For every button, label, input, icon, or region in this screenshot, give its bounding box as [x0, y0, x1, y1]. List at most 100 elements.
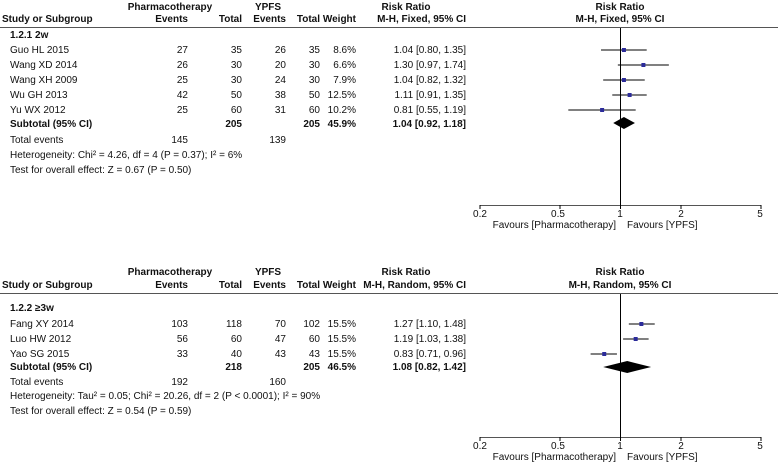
plot-title: Risk Ratio: [595, 267, 645, 278]
plot-title: Risk Ratio: [595, 2, 645, 13]
x-tick-label: 0.2: [473, 209, 487, 220]
total-events-label: Total events: [10, 377, 64, 388]
total-events-2: 139: [269, 135, 286, 146]
ci-text: 1.11 [0.91, 1.35]: [394, 90, 466, 101]
ci-text: 1.19 [1.03, 1.38]: [393, 334, 466, 345]
plot-method: M-H, Random, 95% CI: [568, 280, 672, 291]
total-events-1: 192: [171, 377, 188, 388]
weight: 12.5%: [327, 90, 356, 101]
ci-text: 1.30 [0.97, 1.74]: [393, 60, 466, 71]
total2: 43: [308, 349, 320, 360]
events1: 26: [176, 60, 188, 71]
point-estimate-marker: [621, 48, 626, 52]
events1: 25: [176, 105, 188, 116]
weight-header: Weight: [322, 14, 356, 25]
total2-header: Total: [296, 280, 320, 291]
group1-header: Pharmacotherapy: [127, 267, 213, 278]
total-events-1: 145: [171, 135, 188, 146]
study-header: Study or Subgroup: [2, 14, 93, 25]
point-estimate-marker: [602, 352, 607, 356]
total1: 30: [230, 60, 242, 71]
events1: 42: [176, 90, 188, 101]
total1: 118: [226, 319, 242, 330]
total1: 40: [230, 349, 242, 360]
group1-header: Pharmacotherapy: [127, 2, 213, 13]
subtotal-ci-text: 1.04 [0.92, 1.18]: [392, 119, 466, 130]
total-events-2: 160: [269, 377, 286, 388]
subtotal-total2: 205: [303, 119, 320, 130]
x-tick-label: 2: [678, 209, 684, 220]
effect-title: Risk Ratio: [381, 2, 431, 13]
total1-header: Total: [218, 280, 242, 291]
study-name: Wu GH 2013: [10, 90, 68, 101]
subtotal-ci-text: 1.08 [0.82, 1.42]: [392, 362, 466, 373]
subgroup-label: 1.2.2 ≥3w: [10, 303, 54, 314]
study-name: Fang XY 2014: [10, 319, 74, 330]
events1-header: Events: [155, 280, 188, 291]
total1: 30: [230, 75, 242, 86]
total2: 30: [308, 75, 320, 86]
effect-method: M-H, Random, 95% CI: [363, 280, 466, 291]
total2-header: Total: [296, 14, 320, 25]
weight: 10.2%: [327, 105, 356, 116]
x-tick-label: 5: [757, 209, 763, 220]
events1: 103: [171, 319, 188, 330]
events1: 25: [176, 75, 188, 86]
total1: 35: [230, 45, 242, 56]
events1: 33: [176, 349, 188, 360]
events2: 38: [274, 90, 286, 101]
events2: 43: [274, 349, 286, 360]
events1: 56: [176, 334, 188, 345]
subtotal-total2: 205: [303, 362, 320, 373]
favours-right: Favours [YPFS]: [627, 220, 698, 231]
weight-header: Weight: [322, 280, 356, 291]
favours-left: Favours [Pharmacotherapy]: [492, 452, 616, 463]
total-events-label: Total events: [10, 135, 64, 146]
overall-effect: Test for overall effect: Z = 0.54 (P = 0…: [10, 406, 192, 417]
ci-text: 0.81 [0.55, 1.19]: [393, 105, 466, 116]
events2-header: Events: [253, 14, 286, 25]
x-tick-label: 0.5: [551, 441, 565, 452]
total2: 60: [308, 105, 320, 116]
weight: 15.5%: [327, 334, 356, 345]
total1-header: Total: [218, 14, 242, 25]
study-name: Yao SG 2015: [10, 349, 70, 360]
x-tick-label: 0.2: [473, 441, 487, 452]
study-name: Yu WX 2012: [10, 105, 66, 116]
study-header: Study or Subgroup: [2, 280, 93, 291]
weight: 8.6%: [333, 45, 356, 56]
favours-right: Favours [YPFS]: [627, 452, 698, 463]
overall-effect: Test for overall effect: Z = 0.67 (P = 0…: [10, 165, 192, 176]
total2: 50: [308, 90, 320, 101]
subtotal-total1: 218: [225, 362, 242, 373]
events2: 24: [274, 75, 286, 86]
subgroup-label: 1.2.1 2w: [10, 30, 49, 41]
events1-header: Events: [155, 14, 188, 25]
subtotal-diamond: [603, 361, 652, 373]
total2: 35: [308, 45, 320, 56]
total2: 102: [303, 319, 320, 330]
header-rule: [0, 27, 778, 28]
subtotal-label: Subtotal (95% CI): [10, 119, 93, 130]
total1: 60: [230, 105, 242, 116]
x-tick-label: 0.5: [551, 209, 565, 220]
ci-text: 1.04 [0.82, 1.32]: [393, 75, 466, 86]
subtotal-total1: 205: [225, 119, 242, 130]
x-tick-label: 5: [757, 441, 763, 452]
subtotal-weight: 45.9%: [327, 119, 356, 130]
study-name: Luo HW 2012: [10, 334, 72, 345]
header-rule: [0, 293, 778, 294]
weight: 6.6%: [333, 60, 356, 71]
total2: 60: [308, 334, 320, 345]
study-name: Guo HL 2015: [10, 45, 70, 56]
weight: 15.5%: [327, 319, 356, 330]
heterogeneity: Heterogeneity: Tau² = 0.05; Chi² = 20.26…: [10, 391, 321, 402]
plot-method: M-H, Fixed, 95% CI: [575, 14, 665, 25]
total1: 50: [230, 90, 242, 101]
effect-title: Risk Ratio: [381, 267, 431, 278]
events2: 70: [274, 319, 286, 330]
events1: 27: [176, 45, 188, 56]
point-estimate-marker: [639, 322, 644, 326]
events2: 20: [274, 60, 286, 71]
